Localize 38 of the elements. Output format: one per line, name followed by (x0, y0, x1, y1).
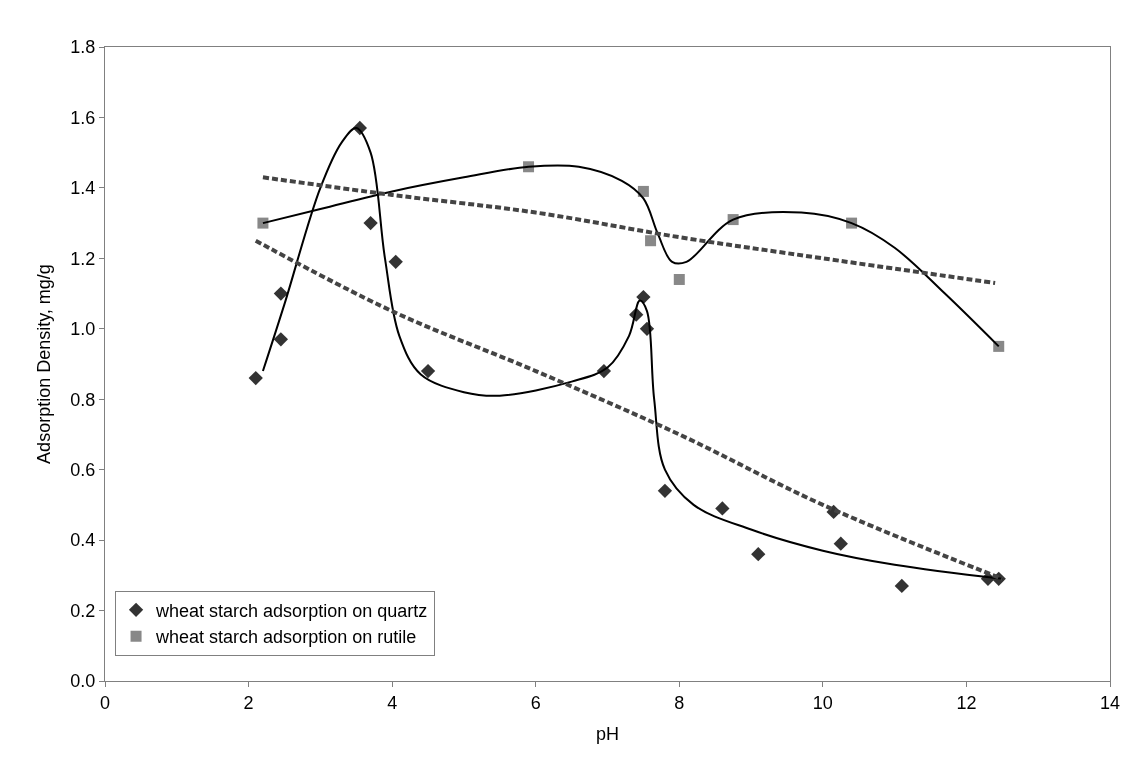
y-tick-label: 1.8 (70, 37, 96, 58)
point (751, 547, 766, 562)
x-tick-label: 8 (674, 692, 685, 713)
y-tick-label: 1.6 (70, 107, 96, 128)
point (420, 363, 436, 379)
point (637, 185, 649, 197)
x-axis-title: pH (595, 723, 620, 744)
legend-label: wheat starch adsorption on quartz (155, 600, 428, 621)
x-tick-label: 2 (243, 692, 254, 713)
point (715, 501, 730, 516)
point (673, 273, 685, 285)
y-tick-label: 0.8 (70, 389, 96, 410)
point (257, 217, 269, 229)
point (273, 286, 289, 301)
point (273, 332, 289, 347)
y-tick-label: 0.6 (70, 459, 96, 480)
y-axis-title: Adsorption Density, mg/g (33, 264, 54, 464)
y-tick-label: 1.0 (70, 319, 96, 340)
point (388, 254, 403, 270)
y-tick-label: 0.2 (70, 600, 96, 621)
legend-label: wheat starch adsorption on rutile (155, 627, 417, 648)
x-tick-label: 0 (99, 692, 111, 713)
line-series (260, 175, 998, 285)
point (833, 536, 848, 551)
y-tick-label: 0.4 (70, 530, 96, 551)
x-tick-label: 10 (812, 692, 833, 713)
x-tick-label: 6 (530, 692, 541, 713)
x-tick-label: 4 (387, 692, 398, 713)
point (657, 483, 673, 498)
point (248, 370, 263, 386)
y-tick-label: 1.2 (70, 248, 96, 269)
point (645, 235, 657, 247)
y-tick-label: 0.0 (70, 671, 96, 692)
point (363, 215, 378, 231)
point (894, 578, 909, 594)
y-tick-label: 1.4 (70, 178, 96, 199)
x-tick-label: 14 (1099, 692, 1121, 713)
x-tick-label: 12 (956, 692, 977, 713)
